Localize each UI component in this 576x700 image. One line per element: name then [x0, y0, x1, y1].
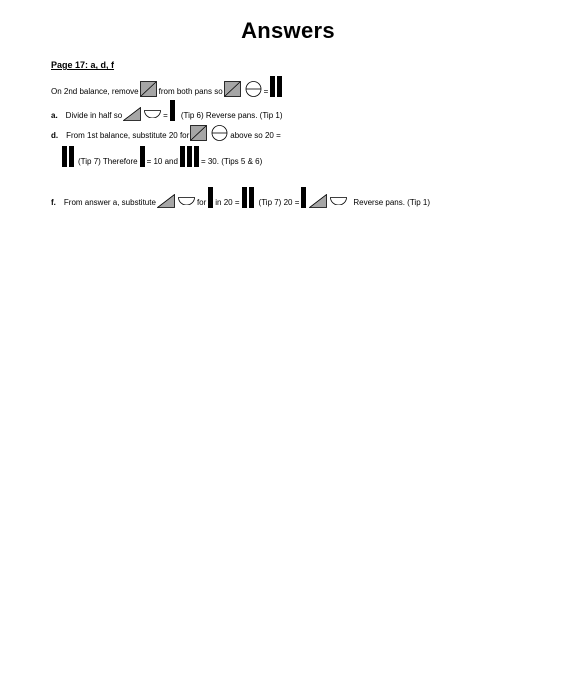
- answer-f-text-3: in 20 =: [215, 198, 240, 207]
- answer-d-text-3: (Tip 7) Therefore: [78, 157, 138, 166]
- intro-text-1: On 2nd balance, remove: [51, 87, 139, 96]
- bar-icon: [208, 187, 214, 208]
- circle-icon: [211, 125, 228, 141]
- answer-d-text-2: above so 20 =: [230, 131, 281, 140]
- intro-line: On 2nd balance, remove from both pans so…: [51, 76, 284, 97]
- bar-icon: [62, 146, 67, 167]
- page-title: Answers: [241, 18, 335, 43]
- bar-icon: [248, 187, 254, 208]
- answer-f-text-2: for: [196, 198, 207, 207]
- bar-icon: [241, 187, 247, 208]
- semicircle-icon: [178, 197, 195, 205]
- one-bar-icon: [169, 100, 175, 121]
- bar-icon: [139, 146, 145, 167]
- triangle-icon: [123, 107, 142, 121]
- two-bars-icon: [270, 76, 283, 97]
- answer-d-text-4: = 10 and: [146, 157, 178, 166]
- answer-a-text-1: Divide in half so: [65, 111, 123, 120]
- answer-d-line-2: (Tip 7) Therefore = 10 and = 30. (Tips 5…: [62, 146, 262, 167]
- bar-icon: [179, 146, 185, 167]
- answer-f-line: f. From answer a, substitute for in 20 =…: [51, 187, 430, 208]
- bar-icon: [169, 100, 175, 121]
- one-bar-icon: [301, 187, 307, 208]
- three-bars-icon: [179, 146, 199, 167]
- bar-icon: [301, 187, 307, 208]
- triangle-icon: [156, 194, 175, 208]
- answer-f-label: f.: [51, 198, 56, 207]
- two-bars-icon: [241, 187, 254, 208]
- circle-icon: [245, 81, 262, 97]
- bar-icon: [277, 76, 283, 97]
- square-icon: [139, 81, 157, 97]
- answer-d-text-5: = 30. (Tips 5 & 6): [200, 157, 263, 166]
- bar-icon: [186, 146, 192, 167]
- one-bar-icon: [139, 146, 145, 167]
- section-heading: Page 17: a, d, f: [51, 60, 115, 70]
- answer-f-text-5: Reverse pans. (Tip 1): [353, 198, 430, 207]
- answer-f-text-1: From answer a, substitute: [63, 198, 156, 207]
- triangle-icon: [309, 194, 328, 208]
- answer-f-text-4: (Tip 7) 20 =: [258, 198, 300, 207]
- answer-a-line: a. Divide in half so = (Tip 6) Reverse p…: [51, 100, 283, 121]
- answer-a-label: a.: [51, 111, 58, 120]
- answer-a-equals: =: [163, 111, 168, 120]
- bar-icon: [270, 76, 276, 97]
- square-icon: [190, 125, 208, 141]
- two-bars-icon: [62, 146, 74, 167]
- intro-text-2: from both pans so: [158, 87, 223, 96]
- answer-d-line-1: d. From 1st balance, substitute 20 for a…: [51, 125, 281, 141]
- semicircle-icon: [330, 197, 348, 205]
- answer-a-text-2: (Tip 6) Reverse pans. (Tip 1): [180, 111, 283, 120]
- semicircle-icon: [144, 110, 162, 118]
- bar-icon: [69, 146, 74, 167]
- bar-icon: [193, 146, 199, 167]
- answer-d-text-1: From 1st balance, substitute 20 for: [66, 131, 190, 140]
- one-bar-icon: [208, 187, 214, 208]
- intro-equals: =: [263, 87, 269, 96]
- answer-d-label: d.: [51, 131, 59, 140]
- square-icon: [223, 81, 241, 97]
